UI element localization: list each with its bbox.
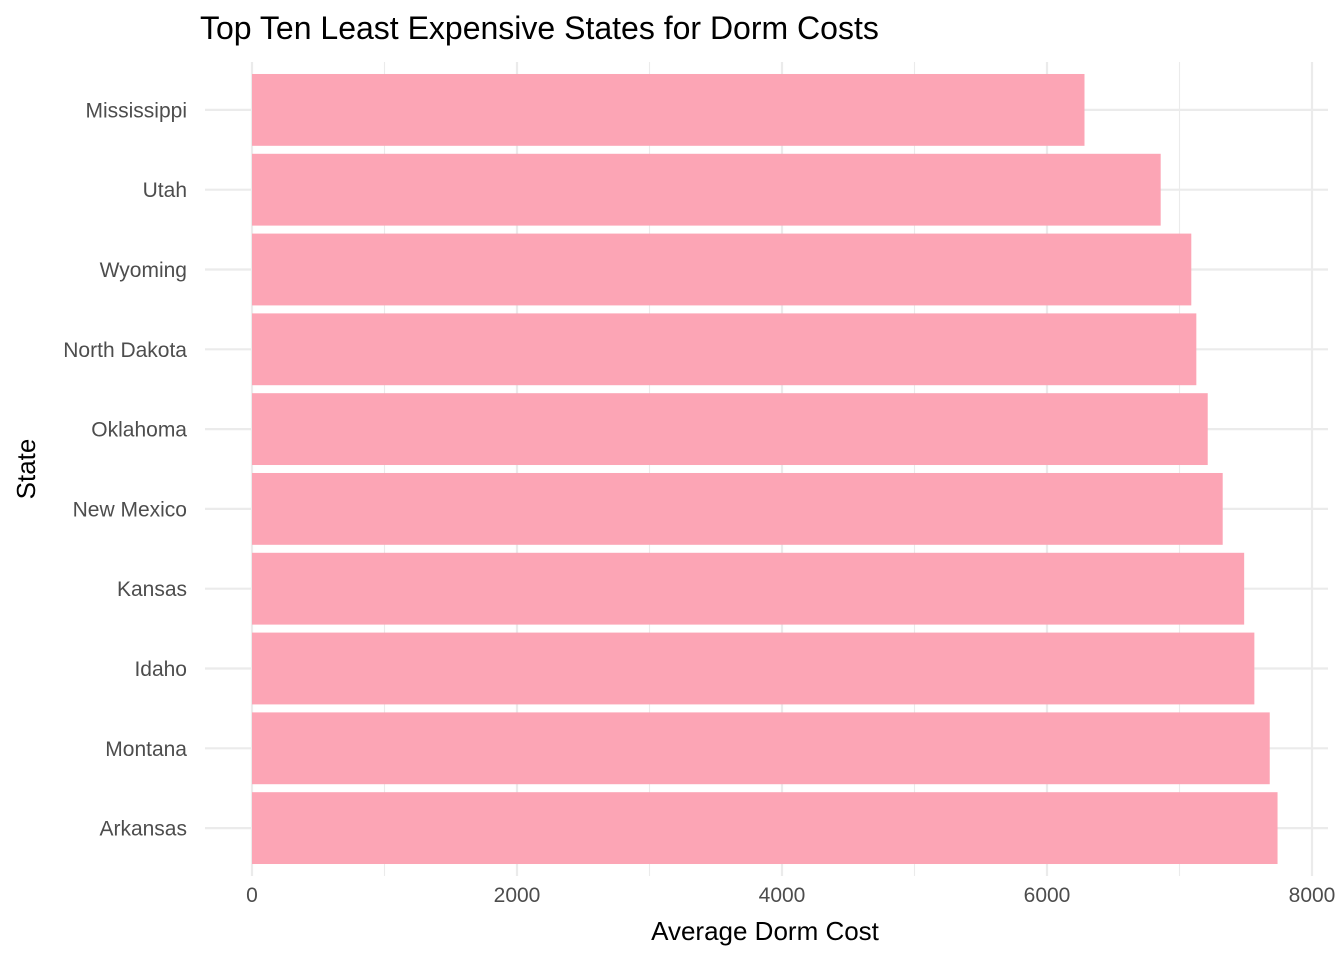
bar-utah [252, 153, 1161, 226]
x-tick-label: 6000 [1024, 884, 1071, 907]
bars [252, 73, 1278, 865]
bar-wyoming [252, 233, 1192, 306]
y-tick-label: Oklahoma [91, 419, 187, 442]
bar-new-mexico [252, 472, 1223, 545]
y-tick-label: Utah [143, 179, 187, 202]
y-tick-label: Arkansas [99, 818, 187, 841]
bar-mississippi [252, 73, 1085, 146]
bar-north-dakota [252, 313, 1197, 386]
y-tick-label: Mississippi [85, 99, 187, 122]
bar-idaho [252, 632, 1255, 705]
chart-title: Top Ten Least Expensive States for Dorm … [200, 10, 879, 46]
y-tick-labels: Mississippi Utah Wyoming North Dakota Oklaho… [63, 99, 187, 840]
bar-arkansas [252, 792, 1278, 865]
x-tick-labels: 0 2000 4000 6000 8000 [246, 884, 1335, 907]
x-tick-label: 0 [246, 884, 258, 907]
y-tick-label: Wyoming [100, 259, 187, 282]
y-axis-title: State [11, 439, 41, 500]
x-tick-label: 4000 [759, 884, 806, 907]
bar-oklahoma [252, 393, 1208, 466]
bar-montana [252, 712, 1270, 785]
bar-kansas [252, 552, 1245, 625]
x-axis-title: Average Dorm Cost [651, 916, 880, 946]
x-tick-label: 8000 [1289, 884, 1336, 907]
y-tick-label: Idaho [134, 658, 187, 681]
y-tick-label: North Dakota [63, 339, 187, 362]
y-tick-label: Montana [105, 738, 187, 761]
y-tick-label: Kansas [117, 578, 187, 601]
y-tick-label: New Mexico [73, 498, 187, 521]
x-tick-label: 2000 [494, 884, 541, 907]
